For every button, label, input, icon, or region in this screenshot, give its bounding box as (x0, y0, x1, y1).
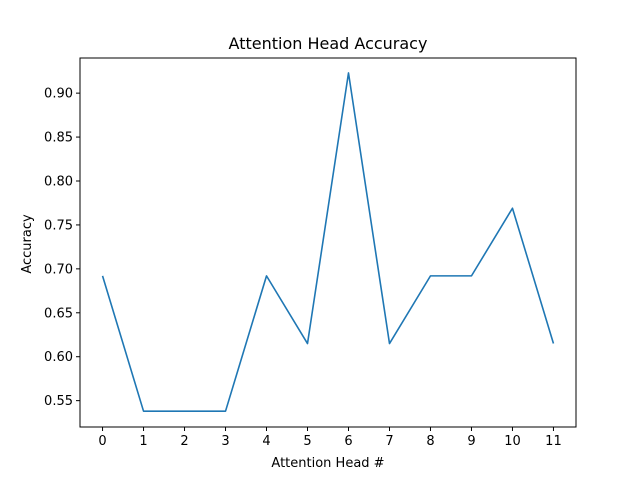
y-tick-label: 0.75 (44, 218, 73, 233)
x-tick-label: 11 (545, 434, 562, 449)
y-tick-label: 0.65 (44, 306, 73, 321)
x-tick-label: 4 (262, 434, 270, 449)
y-axis-ticks: 0.55 0.60 0.65 0.70 0.75 0.80 0.85 0.90 (44, 87, 80, 409)
plot-area-frame (79, 57, 577, 428)
chart-title: Attention Head Accuracy (229, 34, 428, 53)
y-tick-label: 0.90 (44, 87, 73, 102)
x-tick-label: 5 (303, 434, 311, 449)
y-axis-label: Accuracy (20, 214, 35, 274)
x-tick-label: 9 (467, 434, 475, 449)
y-tick-label: 0.60 (44, 350, 73, 365)
x-tick-label: 10 (504, 434, 521, 449)
x-tick-label: 2 (180, 434, 188, 449)
series-layer (101, 72, 555, 412)
x-tick-label: 7 (385, 434, 393, 449)
y-tick-label: 0.80 (44, 175, 73, 190)
y-tick-label: 0.70 (44, 262, 73, 277)
x-axis-label: Attention Head # (271, 456, 384, 471)
x-tick-label: 0 (98, 434, 106, 449)
y-tick-label: 0.55 (44, 394, 73, 409)
series-line (101, 72, 555, 412)
y-tick-label: 0.85 (44, 131, 73, 146)
x-tick-label: 8 (426, 434, 434, 449)
x-tick-label: 3 (221, 434, 229, 449)
x-tick-label: 6 (344, 434, 352, 449)
x-tick-label: 1 (139, 434, 147, 449)
x-axis-ticks: 0 1 2 3 4 5 6 7 8 9 10 11 (98, 427, 562, 449)
